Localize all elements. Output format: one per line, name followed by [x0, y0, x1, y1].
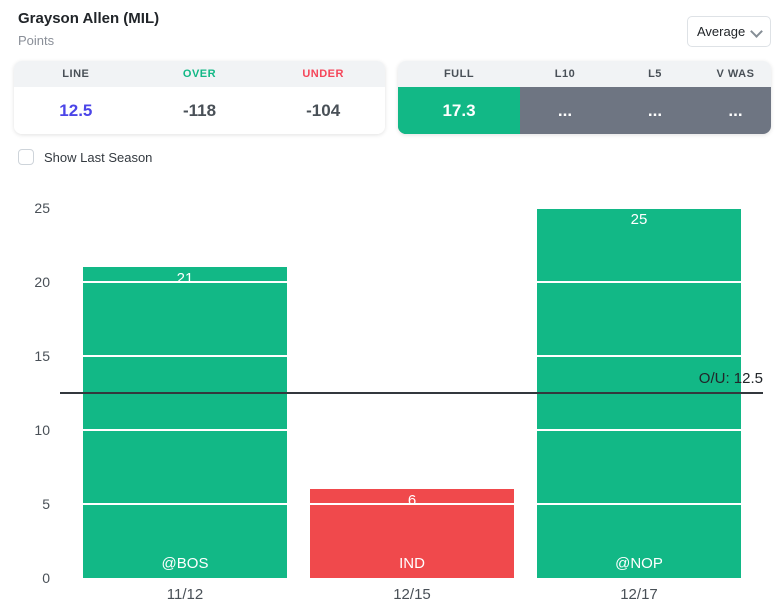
x-axis-label: 12/17	[620, 586, 658, 603]
under-odds: -104	[306, 100, 341, 120]
y-axis-tick: 25	[34, 200, 50, 216]
ou-line	[60, 392, 763, 394]
odds-panel-header: LINE OVER UNDER	[14, 61, 385, 87]
aggregation-dropdown[interactable]: Average	[687, 16, 771, 47]
split-full-value[interactable]: 17.3	[398, 87, 520, 134]
player-name: Grayson Allen (MIL)	[18, 10, 160, 27]
aggregation-dropdown-value: Average	[697, 24, 746, 39]
bar-team-label: @BOS	[161, 554, 209, 572]
show-last-season-label: Show Last Season	[44, 149, 153, 165]
odds-panel-values: 12.5 -118 -104	[14, 87, 385, 134]
show-last-season-row: Show Last Season	[18, 149, 152, 165]
page-header: Grayson Allen (MIL) Points	[18, 10, 159, 48]
splits-panel: FULL L10 L5 V WAS 17.3 ... ... ...	[398, 61, 771, 134]
show-last-season-checkbox[interactable]	[18, 149, 34, 165]
bar-value-label: 6	[407, 492, 417, 510]
y-axis-tick: 15	[34, 348, 50, 364]
y-axis-tick: 5	[42, 496, 50, 512]
ou-line-label: O/U: 12.5	[698, 370, 763, 387]
bar-value-label: 25	[630, 211, 648, 228]
stat-name: Points	[18, 33, 55, 48]
odds-panel: LINE OVER UNDER 12.5 -118 -104	[14, 61, 385, 134]
bar[interactable]: 21 @BOS	[83, 267, 287, 578]
gridline	[60, 429, 765, 431]
split-l10-value[interactable]: ...	[557, 100, 573, 120]
chart: 0 5 10 15 20 25 21 @BOS 11/12 6 IND 12/15 25 @NOP 12/1…	[0, 190, 782, 607]
split-l5-value[interactable]: ...	[647, 100, 663, 120]
splits-panel-values: 17.3 ... ... ...	[398, 87, 771, 134]
odds-col-line: LINE	[62, 68, 90, 80]
splits-panel-header: FULL L10 L5 V WAS	[398, 61, 771, 87]
x-axis-label: 11/12	[166, 586, 204, 603]
splits-col-l10: L10	[554, 68, 576, 80]
bar-team-label: @NOP	[615, 555, 663, 572]
splits-col-full: FULL	[443, 68, 475, 80]
chevron-down-icon	[752, 25, 761, 34]
gridline	[60, 281, 765, 283]
y-axis-tick: 20	[34, 274, 50, 290]
over-odds: -118	[182, 100, 217, 120]
y-axis-tick: 0	[42, 570, 50, 586]
bar-value-label: 21	[176, 270, 194, 288]
gridline	[60, 503, 765, 505]
y-axis-tick: 10	[34, 422, 50, 438]
gridline	[60, 207, 765, 209]
x-axis-label: 12/15	[393, 586, 431, 603]
gridline	[60, 355, 765, 357]
line-value: 12.5	[59, 100, 93, 120]
odds-col-under: UNDER	[302, 68, 344, 80]
split-vwas-value[interactable]: ...	[728, 100, 743, 120]
bar-team-label: IND	[399, 554, 425, 572]
odds-col-over: OVER	[182, 68, 217, 80]
splits-col-l5: L5	[648, 68, 662, 80]
splits-col-vwas: V WAS	[716, 68, 755, 80]
